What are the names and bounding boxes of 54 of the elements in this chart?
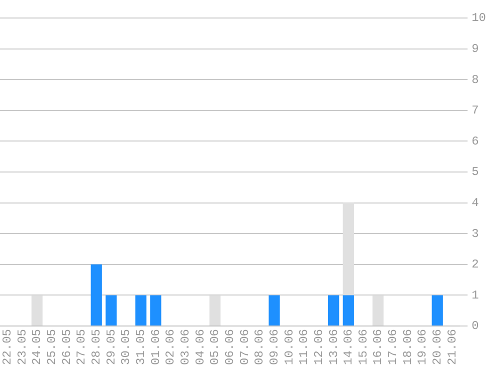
bar [209, 295, 221, 326]
y-tick-label: 5 [472, 165, 479, 180]
bar [32, 295, 43, 326]
x-tick-label: 16.06 [371, 328, 386, 366]
bar [90, 264, 102, 326]
x-tick-label: 09.06 [267, 328, 282, 366]
x-tick-label: 04.06 [193, 328, 208, 366]
bar [106, 295, 117, 326]
bar [372, 295, 384, 326]
x-tick-label: 02.06 [164, 328, 178, 366]
x-tick-label: 06.06 [222, 328, 237, 366]
x-tick-label: 12.06 [312, 328, 326, 366]
x-tick-label: 19.06 [416, 328, 430, 366]
x-tick-label: 27.05 [74, 328, 89, 366]
y-tick-label: 2 [472, 258, 479, 272]
y-tick-label: 10 [472, 11, 486, 26]
x-tick-label: 07.06 [238, 328, 252, 366]
x-tick-label: 18.06 [400, 328, 415, 366]
bar [432, 295, 443, 326]
x-tick-label: 10.06 [282, 328, 296, 366]
x-tick-label: 05.06 [208, 328, 222, 366]
x-tick-label: 30.05 [119, 328, 134, 366]
x-tick-label: 17.06 [386, 328, 400, 366]
x-tick-label: 14.06 [342, 328, 356, 366]
x-tick-label: 31.05 [134, 328, 148, 366]
y-tick-label: 4 [472, 196, 479, 210]
x-tick-label: 03.06 [178, 328, 192, 366]
x-tick-label: 25.05 [45, 328, 60, 366]
bar [342, 295, 354, 326]
x-tick-label: 22.05 [0, 328, 15, 366]
x-tick-label: 20.06 [430, 328, 445, 366]
x-tick-label: 15.06 [356, 328, 370, 366]
x-tick-label: 29.05 [104, 328, 118, 366]
y-tick-label: 7 [472, 104, 479, 118]
x-tick-label: 24.05 [30, 328, 44, 366]
y-tick-label: 6 [472, 134, 479, 148]
x-tick-label: 28.05 [90, 328, 104, 366]
bar [150, 295, 162, 326]
x-tick-label: 13.06 [326, 328, 341, 366]
x-tick-label: 21.06 [445, 328, 460, 366]
bar [268, 295, 280, 326]
x-tick-label: 23.05 [15, 328, 30, 366]
x-tick-label: 11.06 [297, 328, 312, 366]
y-tick-label: 3 [472, 226, 479, 241]
bar [135, 295, 146, 326]
x-tick-label: 26.05 [60, 328, 74, 366]
y-tick-label: 1 [472, 288, 479, 302]
bar [328, 295, 340, 326]
x-tick-label: 01.06 [148, 328, 163, 366]
x-tick-label: 08.06 [252, 328, 267, 366]
y-tick-label: 8 [472, 72, 479, 87]
y-tick-label: 9 [472, 42, 479, 56]
bar [342, 202, 354, 296]
y-tick-label: 0 [472, 319, 479, 334]
